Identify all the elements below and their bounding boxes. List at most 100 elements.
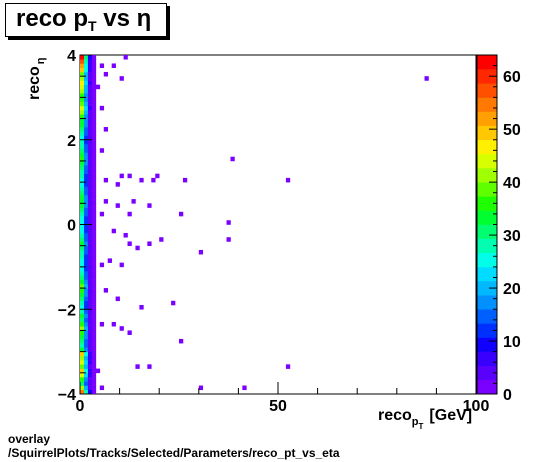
heatmap-cell	[83, 300, 89, 306]
heatmap-cell	[127, 330, 132, 335]
heatmap-cell	[83, 309, 89, 314]
palette-swatch	[477, 182, 497, 197]
heatmap-cell	[83, 351, 89, 357]
heatmap-cell	[115, 296, 120, 302]
heatmap-cell	[87, 385, 93, 391]
heatmap-cell	[91, 360, 97, 365]
heatmap-cell	[83, 305, 89, 310]
heatmap-cell	[91, 220, 97, 225]
heatmap-cell	[87, 101, 93, 107]
palette-swatch	[477, 238, 497, 254]
chart-title: reco pT vs η	[16, 5, 152, 34]
heatmap-cell	[87, 97, 93, 102]
heatmap-cell	[91, 84, 97, 90]
heatmap-cell	[80, 343, 85, 348]
palette-tick-label: 50	[503, 122, 521, 139]
heatmap-cell	[139, 177, 144, 183]
heatmap-cell	[91, 300, 97, 306]
heatmap-cell	[80, 156, 85, 162]
heatmap-cell	[83, 186, 89, 191]
heatmap-cell	[83, 173, 89, 179]
heatmap-cell	[83, 368, 89, 374]
heatmap-cell	[83, 364, 89, 369]
y-tick-label: −4	[58, 387, 76, 404]
heatmap-cell	[87, 80, 93, 85]
heatmap-cell	[91, 93, 97, 98]
heatmap-cell	[91, 321, 97, 327]
heatmap-cell	[91, 97, 97, 102]
heatmap-cell	[87, 249, 93, 255]
heatmap-cell	[91, 114, 97, 119]
heatmap-cell	[91, 182, 97, 187]
heatmap-cell	[80, 199, 85, 204]
heatmap-cell	[87, 241, 93, 246]
heatmap-cell	[83, 177, 89, 183]
heatmap-cell	[83, 211, 89, 217]
heatmap-cell	[91, 199, 97, 204]
heatmap-cell	[91, 118, 97, 124]
heatmap-cell	[87, 368, 93, 374]
heatmap-cell	[87, 313, 93, 319]
heatmap-cell	[80, 334, 85, 340]
heatmap-cell	[87, 355, 93, 361]
heatmap-cell	[91, 258, 97, 263]
heatmap-cell	[83, 232, 89, 238]
heatmap-cell	[87, 194, 93, 200]
heatmap-cell	[83, 127, 89, 132]
heatmap-cell	[80, 228, 85, 234]
heatmap-cell	[83, 326, 89, 331]
heatmap-cell	[80, 122, 85, 128]
heatmap-cell	[91, 389, 97, 394]
heatmap-cell	[80, 220, 85, 225]
heatmap-cell	[83, 148, 89, 153]
heatmap-cell	[87, 296, 93, 302]
heatmap-cell	[80, 139, 85, 145]
heatmap-cell	[91, 152, 97, 157]
heatmap-cell	[80, 389, 85, 394]
heatmap-cell	[80, 249, 85, 255]
palette-swatch	[477, 323, 497, 338]
heatmap-cell	[91, 296, 97, 302]
heatmap-cell	[87, 275, 93, 280]
heatmap-cell	[87, 237, 93, 242]
heatmap-cell	[87, 105, 93, 111]
heatmap-cell	[91, 372, 97, 378]
heatmap-cell	[83, 93, 89, 98]
heatmap-cell	[91, 266, 97, 272]
heatmap-cell	[87, 351, 93, 357]
heatmap-cell	[83, 275, 89, 280]
heatmap-cell	[87, 300, 93, 306]
heatmap-cell	[91, 283, 97, 289]
heatmap-cell	[91, 288, 97, 293]
heatmap-cell	[80, 385, 85, 391]
palette-swatch	[477, 266, 497, 282]
heatmap-cell	[87, 139, 93, 145]
heatmap-cell	[87, 143, 93, 149]
palette-swatch	[477, 97, 497, 112]
heatmap-cell	[91, 237, 97, 242]
heatmap-cell	[171, 300, 176, 306]
heatmap-cell	[87, 220, 93, 225]
heatmap-cell	[80, 347, 85, 352]
heatmap-cell	[87, 309, 93, 314]
heatmap-cell	[139, 305, 144, 310]
heatmap-cell	[91, 186, 97, 191]
heatmap-cell	[91, 216, 97, 221]
heatmap-cell	[80, 224, 85, 230]
heatmap-cell	[80, 93, 85, 98]
heatmap-cell	[83, 216, 89, 221]
heatmap-cell	[151, 177, 156, 183]
heatmap-cell	[80, 131, 85, 136]
heatmap-cell	[80, 309, 85, 314]
heatmap-cell	[80, 300, 85, 306]
heatmap-cell	[83, 338, 89, 344]
heatmap-cell	[159, 237, 164, 242]
heatmap-cell	[83, 355, 89, 361]
heatmap-cell	[91, 224, 97, 230]
heatmap-cell	[111, 321, 116, 327]
heatmap-cell	[80, 283, 85, 289]
palette-swatch	[477, 196, 497, 211]
heatmap-cell	[83, 135, 89, 141]
palette-swatch	[477, 351, 497, 367]
heatmap-cell	[83, 347, 89, 352]
